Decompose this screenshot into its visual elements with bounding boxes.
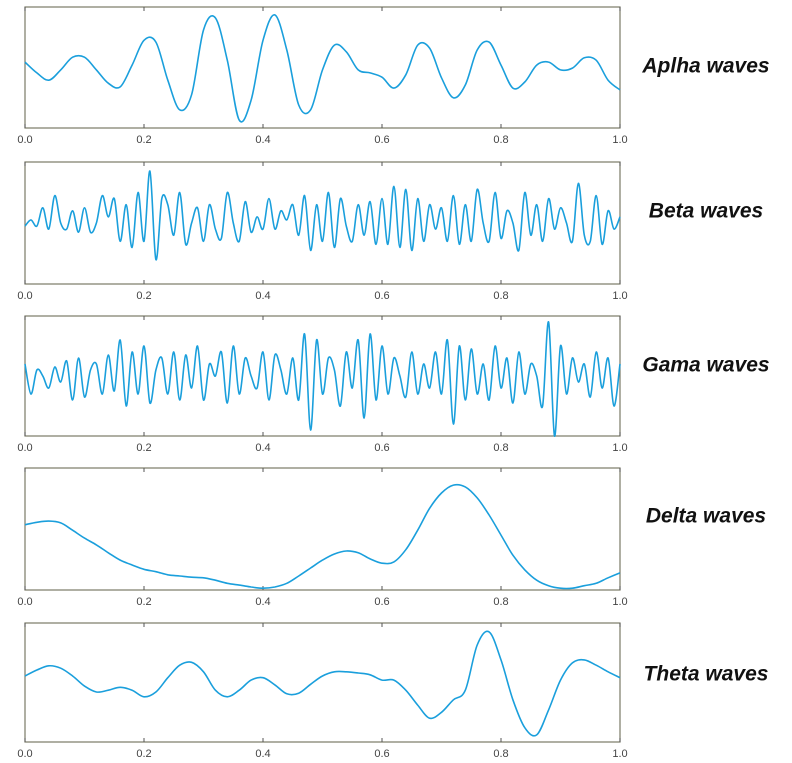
x-tick-label: 0.6 — [374, 290, 389, 302]
x-tick-label: 0.0 — [17, 748, 32, 760]
x-tick-label: 0.4 — [255, 134, 270, 146]
x-tick-label: 0.0 — [17, 442, 32, 454]
x-tick-label: 0.0 — [17, 596, 32, 608]
x-tick-label: 0.2 — [136, 442, 151, 454]
x-tick-label: 1.0 — [612, 134, 627, 146]
x-tick-label: 1.0 — [612, 596, 627, 608]
plot-frame — [24, 315, 621, 437]
x-tick-label: 1.0 — [612, 290, 627, 302]
wave-title: Theta waves — [644, 663, 769, 686]
plot-frame — [24, 622, 621, 743]
x-tick-label: 0.0 — [17, 134, 32, 146]
x-tick-label: 0.2 — [136, 596, 151, 608]
x-tick-label: 1.0 — [612, 748, 627, 760]
wave-title: Beta waves — [649, 200, 763, 223]
x-tick-label: 0.4 — [255, 596, 270, 608]
x-tick-label: 0.8 — [493, 290, 508, 302]
wave-line — [24, 483, 621, 590]
wave-title: Delta waves — [646, 505, 766, 528]
wave-title: Gama waves — [642, 354, 769, 377]
plot-frame — [24, 6, 621, 129]
x-tick-label: 0.2 — [136, 134, 151, 146]
x-tick-label: 0.8 — [493, 134, 508, 146]
x-tick-label: 0.8 — [493, 442, 508, 454]
x-tick-label: 1.0 — [612, 442, 627, 454]
plot-frame — [24, 161, 621, 285]
x-tick-label: 0.6 — [374, 134, 389, 146]
x-tick-label: 0.8 — [493, 596, 508, 608]
wave-line — [24, 14, 621, 123]
x-tick-label: 0.4 — [255, 290, 270, 302]
wave-line — [24, 630, 621, 737]
wave-title: Aplha waves — [641, 55, 769, 78]
x-tick-label: 0.2 — [136, 748, 151, 760]
x-tick-label: 0.0 — [17, 290, 32, 302]
x-tick-label: 0.6 — [374, 596, 389, 608]
plot-frame — [24, 467, 621, 591]
wave-line — [24, 321, 621, 437]
x-tick-label: 0.8 — [493, 748, 508, 760]
x-tick-label: 0.6 — [374, 748, 389, 760]
x-tick-label: 0.6 — [374, 442, 389, 454]
x-tick-label: 0.4 — [255, 442, 270, 454]
x-tick-label: 0.2 — [136, 290, 151, 302]
x-tick-label: 0.4 — [255, 748, 270, 760]
wave-line — [24, 170, 621, 261]
